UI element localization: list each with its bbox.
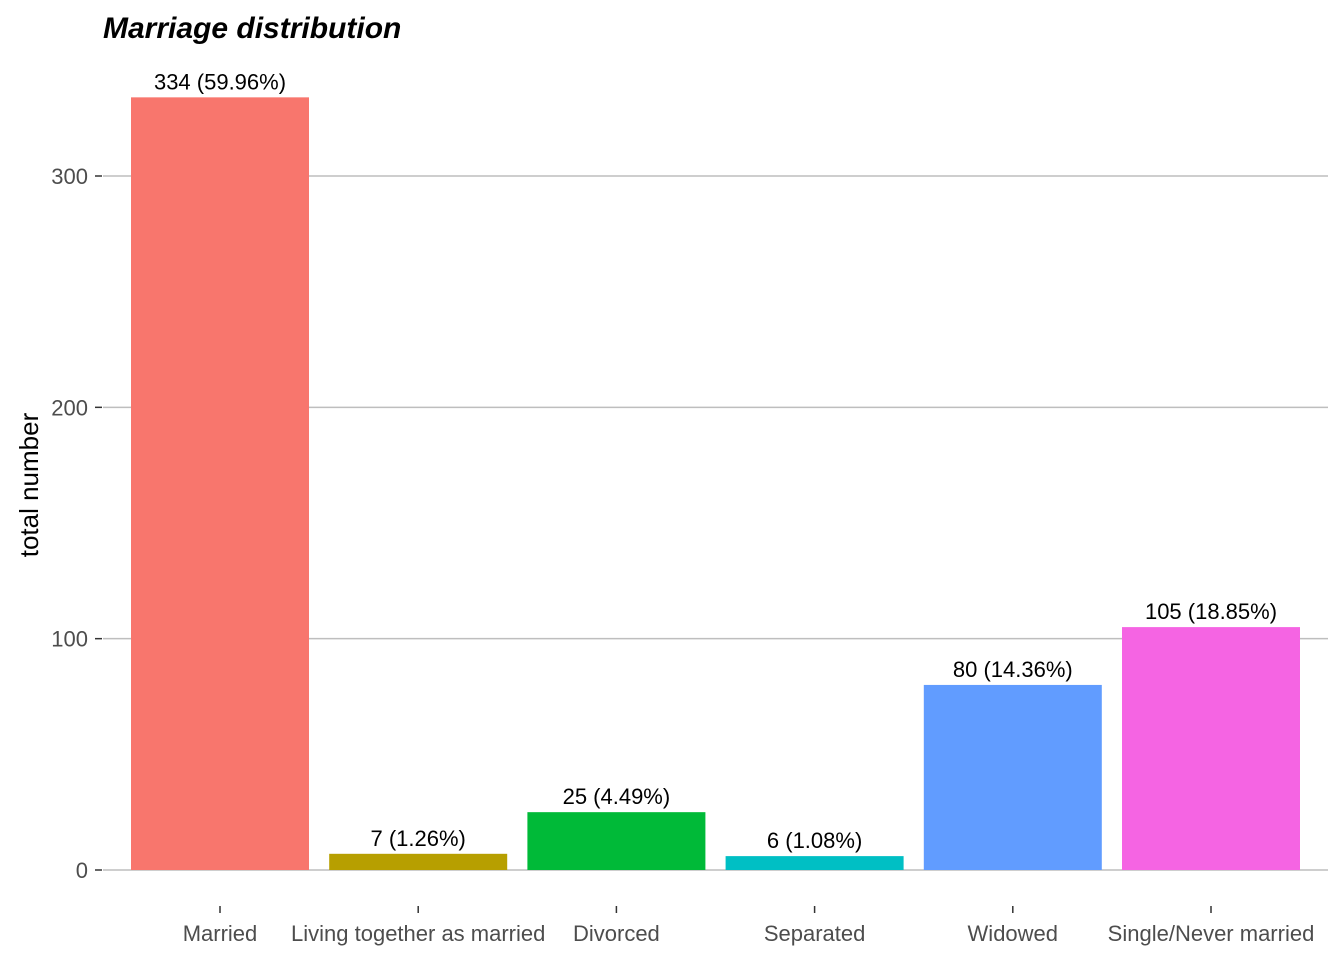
bar-single-never-married[interactable]	[1122, 627, 1300, 870]
x-tick-label: Separated	[764, 921, 866, 946]
x-axis: Married Living together as married Divorce…	[183, 906, 1315, 946]
data-label: 105 (18.85%)	[1145, 599, 1277, 624]
y-tick-label: 100	[51, 627, 88, 652]
data-label: 80 (14.36%)	[953, 657, 1073, 682]
data-labels: 334 (59.96%) 7 (1.26%) 25 (4.49%) 6 (1.08%)…	[154, 69, 1277, 853]
x-tick-label: Widowed	[968, 921, 1058, 946]
data-label: 7 (1.26%)	[371, 826, 466, 851]
data-label: 25 (4.49%)	[563, 784, 671, 809]
x-tick-label: Married	[183, 921, 258, 946]
y-tick-label: 300	[51, 164, 88, 189]
y-axis: 0 100 200 300	[51, 164, 102, 883]
bar-separated[interactable]	[725, 856, 904, 870]
x-tick-label: Single/Never married	[1108, 921, 1315, 946]
y-tick-label: 200	[51, 395, 88, 420]
bar-married[interactable]	[131, 97, 309, 870]
x-tick-label: Divorced	[573, 921, 660, 946]
data-label: 6 (1.08%)	[767, 828, 862, 853]
bar-living-together-as-married[interactable]	[329, 853, 508, 870]
bars	[131, 97, 1300, 870]
y-axis-title: total number	[14, 412, 44, 557]
bar-widowed[interactable]	[923, 684, 1102, 870]
y-tick-label: 0	[76, 858, 88, 883]
bar-divorced[interactable]	[527, 812, 706, 870]
data-label: 334 (59.96%)	[154, 69, 286, 94]
chart-title: Marriage distribution	[103, 12, 402, 45]
x-tick-label: Living together as married	[291, 921, 545, 946]
